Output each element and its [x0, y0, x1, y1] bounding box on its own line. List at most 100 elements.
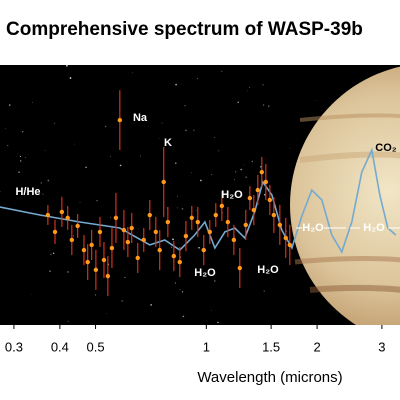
data-point — [259, 169, 264, 175]
star — [197, 78, 199, 79]
star — [240, 168, 242, 171]
x-tick-label: 0.3 — [5, 339, 23, 354]
star — [50, 253, 52, 256]
data-point — [121, 227, 127, 233]
star — [210, 174, 212, 175]
star — [237, 101, 239, 103]
data-point — [283, 235, 288, 241]
x-axis-label: Wavelength (microns) — [197, 369, 342, 386]
star — [190, 172, 192, 174]
data-point — [45, 212, 51, 218]
star — [69, 77, 72, 79]
data-point — [287, 242, 292, 248]
data-point — [207, 229, 212, 235]
star — [124, 276, 126, 278]
star — [195, 210, 197, 212]
data-point — [251, 207, 257, 213]
data-point — [171, 253, 177, 259]
star — [184, 105, 186, 107]
star — [44, 149, 46, 151]
x-tick-label: 3 — [378, 339, 385, 354]
planet-band — [294, 256, 400, 265]
star — [181, 208, 184, 210]
data-point — [85, 259, 90, 265]
star — [121, 300, 123, 302]
data-point — [93, 267, 99, 273]
data-point — [101, 257, 107, 263]
annotation: H₂O — [221, 189, 243, 201]
data-point — [153, 229, 159, 235]
star — [249, 86, 251, 88]
data-point — [157, 247, 162, 253]
star — [286, 230, 288, 232]
data-point — [125, 239, 131, 245]
star — [181, 291, 184, 293]
star — [109, 156, 111, 158]
data-point — [59, 209, 65, 215]
star — [263, 290, 265, 292]
star — [32, 102, 34, 103]
data-point — [255, 187, 260, 193]
data-point — [113, 215, 119, 221]
star — [268, 105, 270, 107]
star — [161, 122, 163, 124]
data-point — [247, 195, 253, 201]
star — [110, 216, 111, 218]
star — [7, 144, 9, 147]
star — [0, 191, 1, 193]
data-point — [263, 179, 269, 185]
star — [49, 270, 51, 273]
star — [5, 128, 6, 130]
star — [85, 166, 87, 169]
data-point — [189, 215, 194, 221]
data-point — [267, 197, 273, 203]
star — [67, 271, 69, 273]
star — [18, 171, 20, 173]
star — [158, 138, 160, 140]
star — [19, 155, 21, 157]
star — [185, 129, 187, 132]
data-point — [277, 222, 283, 228]
data-point — [271, 212, 277, 218]
data-point — [243, 222, 248, 228]
star — [175, 162, 177, 164]
x-tick-label: 1 — [203, 339, 210, 354]
data-point — [201, 247, 206, 253]
data-point — [237, 265, 242, 271]
star — [262, 84, 264, 86]
star — [106, 313, 107, 314]
star — [67, 74, 68, 76]
planet — [290, 66, 400, 325]
star — [66, 65, 68, 67]
data-point — [219, 203, 225, 209]
data-point — [161, 179, 166, 185]
star — [174, 282, 177, 284]
star — [30, 293, 32, 295]
data-point — [65, 215, 70, 221]
star — [137, 228, 139, 230]
star — [52, 252, 55, 254]
data-point — [97, 229, 103, 235]
annotation: H/He — [15, 186, 40, 198]
star — [262, 104, 265, 106]
star — [217, 321, 219, 324]
annotation: H₂O — [302, 222, 324, 234]
star — [179, 289, 181, 291]
planet-band — [309, 284, 400, 293]
data-point — [213, 212, 218, 218]
star — [170, 246, 173, 248]
star — [20, 160, 22, 162]
star — [96, 200, 98, 202]
data-point — [147, 212, 152, 218]
data-point — [75, 223, 80, 229]
star — [94, 294, 97, 296]
star — [193, 129, 195, 131]
data-point — [141, 237, 146, 243]
data-point — [52, 229, 58, 235]
star — [221, 70, 223, 72]
star — [200, 179, 202, 182]
star — [25, 157, 27, 158]
data-point — [69, 237, 75, 243]
